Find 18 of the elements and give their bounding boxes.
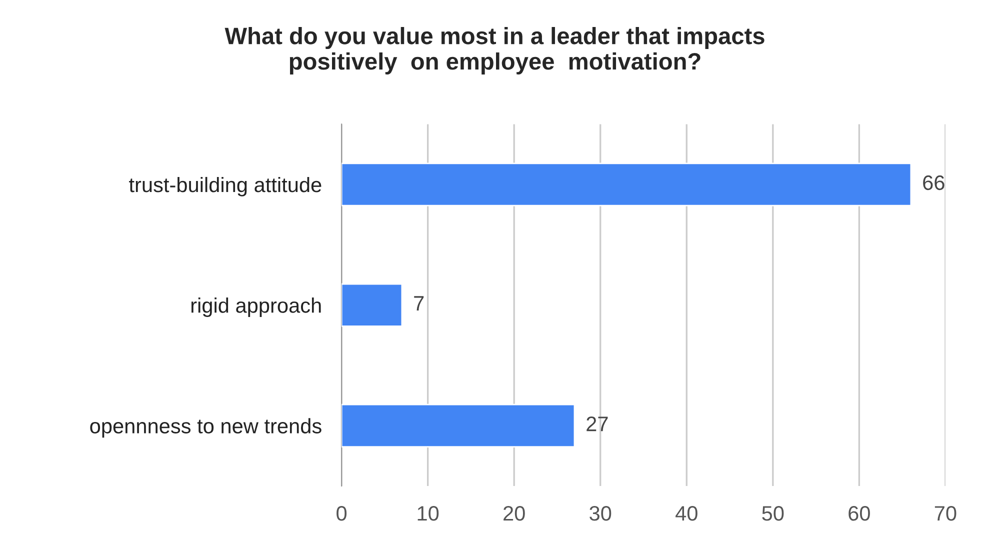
x-tick-label: 50: [762, 506, 784, 521]
data-label: 27: [586, 416, 608, 432]
x-tick-label: 20: [504, 506, 525, 521]
y-tick-label: rigid approach: [191, 298, 321, 317]
y-tick-label: trust-building attitude: [129, 176, 322, 196]
data-label: 66: [923, 175, 944, 190]
x-tick-label: 30: [590, 506, 612, 521]
x-tick-label: 70: [934, 506, 956, 521]
bar: [342, 283, 403, 327]
bar: [342, 162, 912, 206]
x-tick-label: 60: [848, 506, 870, 521]
data-label: 7: [414, 296, 424, 310]
x-tick-label: 40: [676, 506, 698, 521]
bar: [342, 404, 576, 448]
x-tick-label: 0: [336, 506, 347, 521]
chart-title: What do you value most in a leader that impacts positively on employee motivation?: [224, 27, 764, 74]
x-tick-label: 10: [418, 506, 439, 521]
y-tick-label: opennness to new trends: [90, 418, 322, 438]
